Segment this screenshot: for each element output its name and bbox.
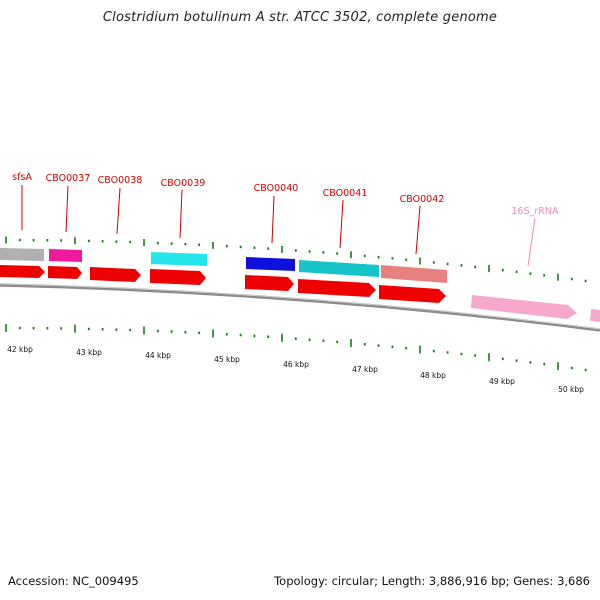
feature-CBO0040[interactable] (246, 257, 295, 271)
cds-arrow-CBO0037[interactable] (48, 266, 82, 279)
topology-text: Topology: circular; Length: 3,886,916 bp… (274, 574, 590, 588)
cds-arrow-CBO0040[interactable] (245, 275, 294, 291)
cds-arrow-sfsA[interactable] (0, 265, 45, 278)
feature-track (0, 248, 447, 283)
genome-backbone-highlight (0, 283, 600, 330)
accession-text: Accession: NC_009495 (8, 574, 139, 588)
cds-arrow-CBO0042[interactable] (379, 285, 446, 303)
feature-CBO0037[interactable] (49, 249, 82, 262)
cds-arrow-CBO0038[interactable] (90, 267, 141, 282)
cds-arrow-CBO0039[interactable] (150, 269, 206, 285)
feature-CBO0039[interactable] (151, 252, 207, 266)
gene-labels: sfsA CBO0037 CBO0038 CBO0039 CBO0040 CBO… (12, 172, 559, 217)
gene-label-16S-rRNA: 16S_rRNA (512, 206, 559, 217)
kbp-label-45: 45 kbp (214, 355, 240, 364)
kbp-label-42: 42 kbp (7, 345, 33, 354)
kbp-label-50: 50 kbp (558, 385, 584, 394)
feature-sfsA[interactable] (0, 248, 44, 261)
kbp-label-48: 48 kbp (420, 371, 446, 380)
kbp-label-43: 43 kbp (76, 348, 102, 357)
lower-ticks (5, 324, 587, 372)
gene-label-CBO0042: CBO0042 (400, 194, 445, 205)
map-title: Clostridium botulinum A str. ATCC 3502, … (102, 10, 498, 25)
gene-label-CBO0037: CBO0037 (46, 173, 91, 184)
genome-backbone (0, 283, 600, 332)
gene-label-CBO0039: CBO0039 (161, 178, 206, 189)
gene-label-CBO0040: CBO0040 (254, 183, 299, 194)
kbp-label-47: 47 kbp (352, 365, 378, 374)
feature-CBO0042[interactable] (381, 265, 447, 283)
kbp-label-49: 49 kbp (489, 377, 515, 386)
rrna-arrow-16S[interactable] (471, 295, 577, 319)
kbp-label-44: 44 kbp (145, 351, 171, 360)
gene-label-CBO0038: CBO0038 (98, 175, 143, 186)
gene-label-CBO0041: CBO0041 (323, 188, 368, 199)
kbp-labels: 42 kbp 43 kbp 44 kbp 45 kbp 46 kbp 47 kb… (7, 345, 584, 394)
cds-track (0, 265, 600, 322)
label-leaders (21, 185, 536, 267)
cds-arrow-CBO0041[interactable] (298, 279, 376, 297)
gene-label-sfsA: sfsA (12, 172, 32, 183)
feature-CBO0041[interactable] (299, 260, 379, 277)
kbp-label-46: 46 kbp (283, 360, 309, 369)
upper-ticks (5, 236, 587, 283)
rrna-arrow-partial[interactable] (590, 309, 600, 322)
